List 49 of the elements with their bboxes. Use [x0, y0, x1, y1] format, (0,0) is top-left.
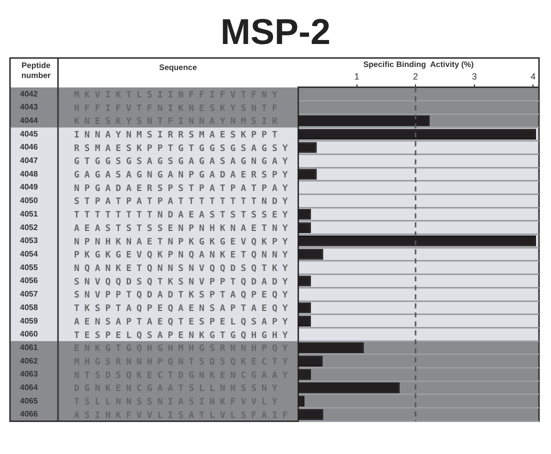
y-tick-label: 4058 — [20, 302, 38, 312]
y2-axis-title: Sequence — [159, 63, 198, 72]
y-tick-label: 4066 — [20, 410, 38, 419]
y2-tick-label: TTTTTTTTNDAEASTSTSSEY — [74, 210, 293, 221]
y-tick-label: 4047 — [20, 156, 38, 166]
y-tick-label: 4054 — [20, 250, 38, 259]
x2-tick-label: 2 — [413, 71, 418, 82]
y2-tick-label: SNVPPTQDADTKSPTAQPEQY — [74, 290, 293, 301]
y2-tick-label: GTGGSGSAGSGAGASAGNGAY — [74, 157, 293, 168]
y-tick-label: 4042 — [20, 89, 38, 98]
y2-tick-label: NQANKETQNNSNVQQDSQTKY — [74, 264, 293, 274]
y-axis-title: Peptide number — [21, 61, 51, 80]
chart-title: MSP-2 — [219, 10, 332, 54]
y2-tick-label: RSMAESKPPTGTGGSGSAGSY — [74, 144, 293, 154]
y-tick-label: 4065 — [20, 396, 38, 406]
x2-tick-label: 4 — [530, 71, 536, 82]
y2-tick-label: GAGASAGNGANPGADAERSPY — [74, 170, 293, 181]
y-tick-label: 4046 — [20, 142, 38, 152]
y-tick-label: 4049 — [20, 182, 38, 192]
y2-tick-label: AEASTSTSSENPNHKNAETNY — [74, 224, 293, 234]
y-tick-label: 4057 — [20, 290, 38, 299]
y2-tick-label: NPGADAERSPSTPATPATPAY — [74, 184, 293, 194]
y-tick-label: 4048 — [20, 169, 38, 178]
y2-tick-label: STPATPATPATTTTTTTTNDY — [74, 197, 293, 208]
y-tick-label: 4044 — [20, 116, 38, 125]
y2-tick-label: SNVQQDSQTKSNVPPTQDADY — [74, 277, 293, 288]
y-tick-label: 4053 — [20, 236, 38, 246]
y-tick-label: 4063 — [20, 370, 38, 379]
x2-tick-label: 1 — [354, 71, 360, 82]
y2-tick-label: NPNHKNAETNPKGKGEVQKPY — [74, 237, 293, 248]
y-tick-label: 4061 — [20, 342, 38, 352]
y2-tick-label: INNAYNMSIRRSMAESKPPT — [74, 130, 282, 140]
y-tick-label: 4052 — [20, 222, 38, 232]
x2-tick-label: 3 — [472, 71, 477, 82]
y2-tick-label: TKSPTAQPEQAENSAPTAEQY — [74, 304, 293, 314]
y-tick-label: 4051 — [20, 209, 38, 218]
y-tick-label: 4045 — [20, 129, 38, 138]
y-tick-label: 4064 — [20, 383, 38, 392]
y-tick-label: 4059 — [20, 316, 38, 326]
y2-tick-label: TESPELQSAPENKGTGQHGHY — [74, 330, 293, 341]
y2-tick-label: AENSAPTAEQTESPELQSAPY — [74, 317, 293, 328]
x2-axis-title: Specific Binding Activity (%) — [363, 60, 474, 70]
y2-tick-label: PKGKGEVQKPNQANKETQNNY — [74, 250, 293, 261]
y-tick-label: 4043 — [20, 102, 38, 112]
y-tick-label: 4055 — [20, 262, 38, 272]
y-tick-label: 4062 — [20, 356, 38, 366]
y-tick-label: 4056 — [20, 276, 38, 286]
y-tick-label: 4060 — [20, 330, 38, 339]
y-tick-label: 4050 — [20, 196, 38, 206]
